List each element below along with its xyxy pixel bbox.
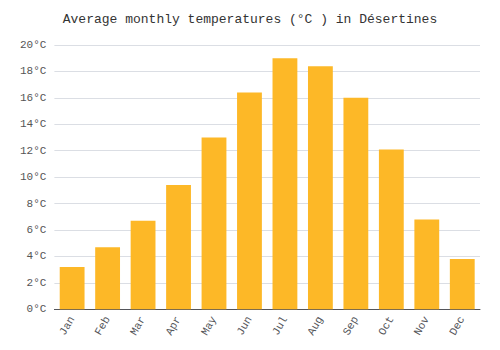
svg-text:16°C: 16°C (20, 92, 47, 104)
svg-text:12°C: 12°C (20, 145, 47, 157)
svg-text:6°C: 6°C (27, 224, 47, 236)
svg-text:May: May (199, 314, 219, 337)
svg-text:Aug: Aug (305, 314, 325, 337)
svg-text:8°C: 8°C (27, 198, 47, 210)
svg-text:18°C: 18°C (20, 65, 47, 77)
svg-text:20°C: 20°C (20, 39, 47, 51)
svg-text:Jan: Jan (57, 314, 77, 337)
svg-text:Sep: Sep (341, 314, 361, 337)
svg-text:Average monthly temperatures (: Average monthly temperatures (°C ) in Dé… (63, 12, 437, 27)
svg-text:0°C: 0°C (27, 303, 47, 315)
svg-text:Jul: Jul (270, 314, 290, 337)
svg-text:2°C: 2°C (27, 277, 47, 289)
svg-text:Apr: Apr (163, 314, 183, 337)
svg-text:10°C: 10°C (20, 171, 47, 183)
svg-text:Jun: Jun (234, 314, 254, 337)
svg-text:4°C: 4°C (27, 250, 47, 262)
svg-text:Nov: Nov (412, 314, 432, 337)
svg-text:Mar: Mar (128, 314, 148, 337)
svg-text:Oct: Oct (376, 314, 396, 337)
svg-text:Feb: Feb (93, 314, 113, 337)
svg-text:14°C: 14°C (20, 118, 47, 130)
svg-text:Dec: Dec (447, 314, 467, 337)
